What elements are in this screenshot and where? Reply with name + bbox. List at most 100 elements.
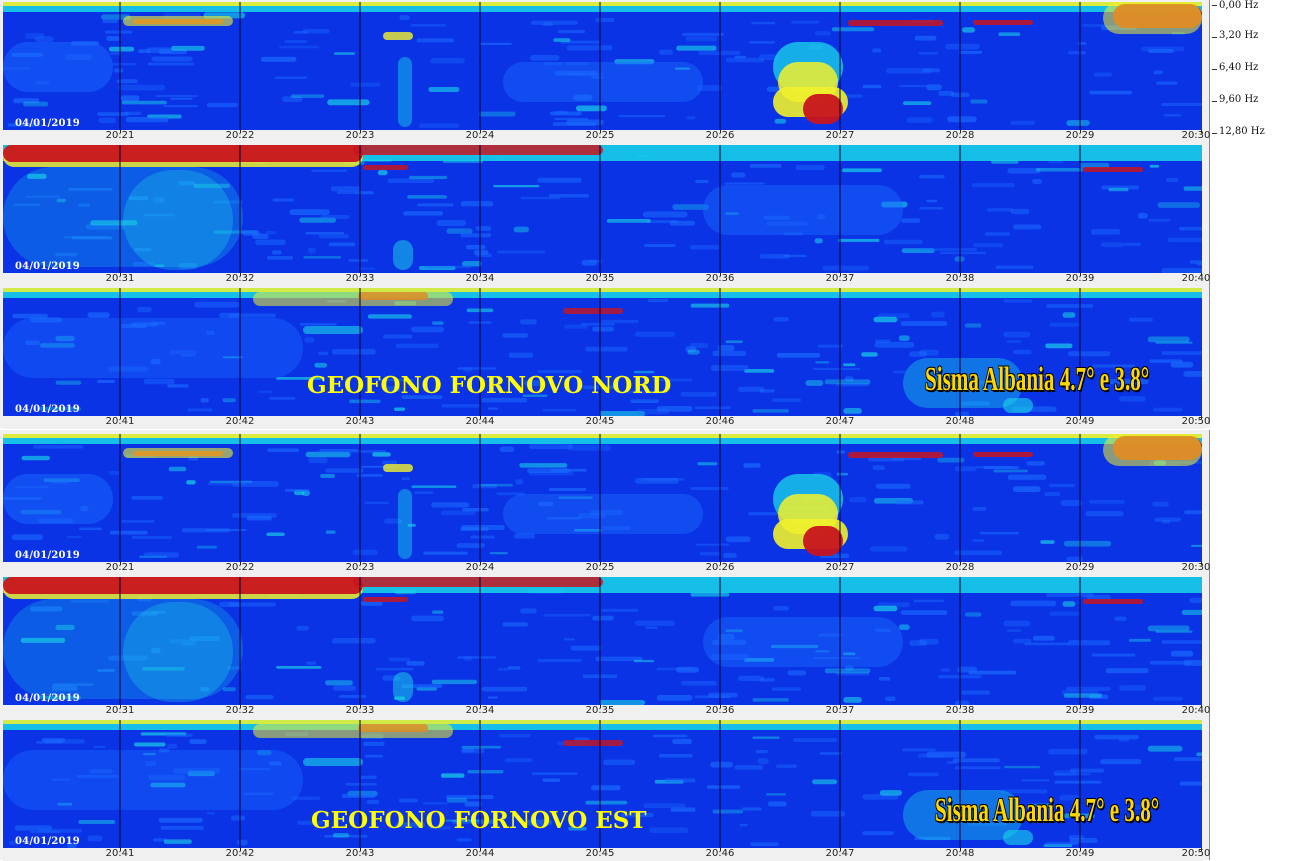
noise-speck [766,793,786,795]
noise-speck [1003,621,1030,627]
noise-speck [1129,639,1151,642]
noise-speck [776,764,797,767]
noise-speck [931,312,945,318]
energy-blob [123,602,233,702]
noise-speck [1153,697,1182,701]
noise-speck [87,836,102,842]
noise-speck [657,695,693,701]
noise-speck [122,101,167,105]
noise-speck [470,535,495,538]
time-tick-label: 20:40 [1182,273,1211,284]
noise-speck [182,528,230,532]
noise-speck [743,463,760,468]
noise-speck [461,201,493,206]
noise-speck [306,452,351,457]
strip-date-label: 04/01/2019 [15,693,80,704]
freq-label-2: 6,40 Hz [1219,62,1258,73]
noise-speck [1063,601,1076,607]
noise-speck [549,488,587,491]
noise-speck [885,696,896,701]
noise-speck [919,52,939,54]
noise-speck [607,219,651,223]
noise-speck [462,261,482,266]
noise-speck [266,532,284,536]
noise-speck [441,404,480,408]
noise-speck [1162,351,1202,355]
noise-speck [167,384,188,387]
energy-blob [703,617,903,667]
noise-speck [432,321,443,324]
noise-speck [1007,340,1021,343]
noise-speck [519,463,567,468]
noise-speck [1166,178,1179,182]
noise-speck [132,536,172,539]
noise-speck [1011,209,1030,214]
noise-speck [163,105,198,107]
spectrogram-strip: 04/01/2019 [3,145,1202,273]
noise-speck [914,600,944,602]
noise-speck [164,839,192,844]
noise-speck [327,99,369,105]
peak-line [363,597,408,602]
noise-speck [772,398,801,401]
noise-speck [291,94,324,98]
noise-speck [837,473,849,476]
noise-speck [122,520,155,523]
noise-speck [752,698,788,702]
noise-speck [591,785,621,790]
noise-speck [863,85,882,88]
time-tick-label: 20:29 [1066,562,1095,573]
noise-speck [676,46,716,51]
noise-speck [305,232,344,235]
strip-date-label: 04/01/2019 [15,404,80,415]
noise-speck [935,534,950,540]
noise-speck [955,466,977,471]
energy-blob [393,672,413,702]
noise-speck [508,666,521,669]
noise-speck [874,317,898,323]
noise-speck [276,666,321,669]
noise-speck [302,29,329,34]
noise-speck [261,57,296,62]
energy-blob [253,724,453,738]
noise-speck [691,593,729,597]
noise-speck [1153,408,1182,412]
noise-speck [993,470,1027,473]
noise-speck [672,739,692,744]
noise-speck [110,531,148,535]
noise-speck [1049,612,1078,616]
spectrogram-strip: 04/01/2019 [3,2,1202,130]
noise-speck [973,243,1003,247]
noise-speck [903,101,931,105]
noise-speck [152,56,193,61]
time-tick-label: 20:45 [586,848,615,859]
noise-speck [962,690,991,694]
freq-tick [1212,5,1217,6]
noise-speck [514,227,529,233]
time-tick-label: 20:43 [346,848,375,859]
freq-label-3: 9,60 Hz [1219,94,1258,105]
spectrogram-svg [3,577,1202,705]
noise-speck [619,115,666,117]
noise-speck [98,118,116,124]
noise-speck [630,399,658,403]
noise-speck [12,314,48,319]
noise-speck [768,801,787,806]
time-tick-label: 20:35 [586,705,615,716]
noise-speck [121,95,140,101]
noise-speck [399,799,418,803]
noise-speck [498,668,509,671]
time-tick-label: 20:25 [586,130,615,141]
noise-speck [870,546,907,551]
noise-speck [742,807,762,810]
time-tick-label: 20:31 [106,705,135,716]
noise-speck [691,304,729,308]
noise-speck [503,333,529,337]
energy-blob [123,16,233,26]
noise-speck [267,256,293,260]
peak-line [353,145,603,155]
noise-speck [653,735,688,738]
noise-speck [156,95,198,97]
time-tick-label: 20:50 [1182,416,1211,427]
noise-speck [772,687,801,690]
